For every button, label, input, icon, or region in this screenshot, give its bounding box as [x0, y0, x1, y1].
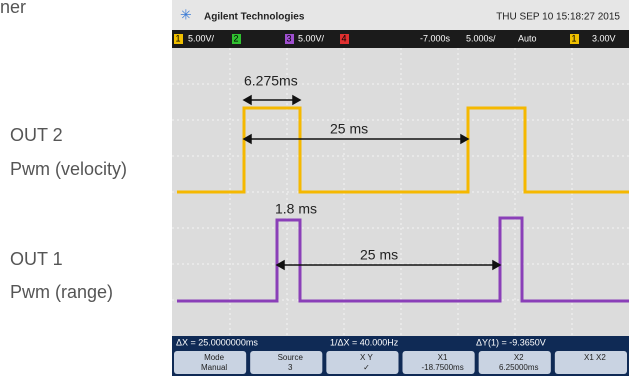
channel-number: 2 — [233, 33, 238, 43]
softkey-value: Manual — [201, 363, 227, 372]
channel-scale: 5.00V/ — [188, 33, 215, 43]
label: Pwm (range) — [10, 282, 113, 302]
softkey-value: 6.25000ms — [499, 363, 539, 372]
softkey-value: -18.7500ms — [421, 363, 463, 372]
softkey-label: X1 X2 — [584, 353, 606, 362]
timestamp: THU SEP 10 15:18:27 2015 — [496, 12, 620, 23]
trigger-level: 3.00V — [592, 33, 616, 43]
softkey-label: Mode — [204, 353, 225, 362]
trigger-mode: Auto — [518, 33, 537, 43]
softkey-value: ✓ — [363, 363, 370, 372]
channel-number: 3 — [286, 33, 291, 43]
label: OUT 2 — [10, 125, 63, 145]
softkey-label: X2 — [514, 353, 524, 362]
annotation: 6.275ms — [244, 73, 298, 89]
scope: ✳ Agilent Technologies THU SEP 10 15:18:… — [172, 0, 629, 376]
measurement: 1/ΔX = 40.000Hz — [330, 337, 399, 347]
svg-text:✳: ✳ — [180, 7, 192, 23]
annotation: 25 ms — [360, 247, 398, 263]
delay: -7.000s — [420, 33, 451, 43]
softkey-label: Source — [278, 353, 304, 362]
measurement: ΔX = 25.0000000ms — [176, 337, 258, 347]
label: Pwm (velocity) — [10, 159, 127, 179]
softkey-label: X1 — [438, 353, 448, 362]
annotation: 25 ms — [330, 121, 368, 137]
channel-number: 1 — [571, 33, 576, 43]
measurement: ΔY(1) = -9.3650V — [476, 337, 546, 347]
corner-text: ner — [0, 0, 26, 17]
timebase: 5.000s/ — [466, 33, 496, 43]
channel-scale: 5.00V/ — [298, 33, 325, 43]
softkey-value: 3 — [288, 363, 293, 372]
screenshot: ner OUT 2 Pwm (velocity) OUT 1 Pwm (rang… — [0, 0, 629, 376]
channel-number: 4 — [341, 33, 346, 43]
softkey-label: X Y — [360, 353, 373, 362]
annotation: 1.8 ms — [275, 201, 317, 217]
brand: Agilent Technologies — [204, 12, 305, 23]
label: OUT 1 — [10, 249, 63, 269]
channel-number: 1 — [175, 33, 180, 43]
